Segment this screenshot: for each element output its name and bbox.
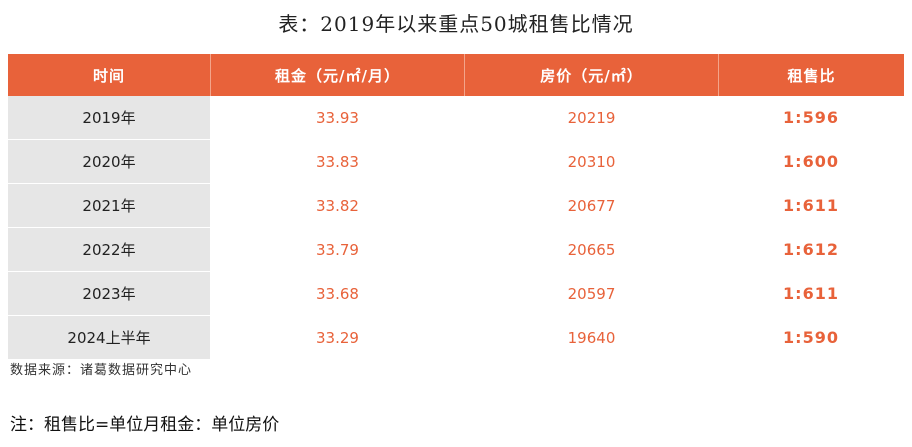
cell-ratio: 1:590 (719, 316, 904, 360)
cell-ratio: 1:600 (719, 140, 904, 184)
cell-year: 2023年 (8, 272, 211, 316)
cell-year: 2019年 (8, 96, 211, 140)
cell-year: 2022年 (8, 228, 211, 272)
data-source: 数据来源：诸葛数据研究中心 (10, 363, 193, 378)
header-ratio: 租售比 (719, 54, 904, 96)
cell-price: 20310 (465, 140, 719, 184)
cell-price: 20677 (465, 184, 719, 228)
header-rent: 租金（元/㎡/月） (211, 54, 465, 96)
table-header-row: 时间 租金（元/㎡/月） 房价（元/㎡） 租售比 (8, 54, 904, 96)
header-price: 房价（元/㎡） (465, 54, 719, 96)
table-row: 2019年 33.93 20219 1:596 (8, 96, 904, 140)
cell-rent: 33.68 (211, 272, 465, 316)
cell-year: 2024上半年 (8, 316, 211, 360)
cell-ratio: 1:612 (719, 228, 904, 272)
cell-rent: 33.83 (211, 140, 465, 184)
cell-ratio: 1:596 (719, 96, 904, 140)
cell-rent: 33.29 (211, 316, 465, 360)
table-row: 2021年 33.82 20677 1:611 (8, 184, 904, 228)
rent-price-ratio-table: 时间 租金（元/㎡/月） 房价（元/㎡） 租售比 2019年 33.93 202… (8, 54, 904, 360)
cell-year: 2021年 (8, 184, 211, 228)
cell-rent: 33.93 (211, 96, 465, 140)
cell-price: 20597 (465, 272, 719, 316)
header-time: 时间 (8, 54, 211, 96)
table-row: 2020年 33.83 20310 1:600 (8, 140, 904, 184)
cell-year: 2020年 (8, 140, 211, 184)
table-row: 2023年 33.68 20597 1:611 (8, 272, 904, 316)
cell-ratio: 1:611 (719, 272, 904, 316)
table-title: 表：2019年以来重点50城租售比情况 (278, 12, 634, 36)
cell-price: 19640 (465, 316, 719, 360)
table-row: 2024上半年 33.29 19640 1:590 (8, 316, 904, 360)
cell-price: 20665 (465, 228, 719, 272)
cell-rent: 33.82 (211, 184, 465, 228)
table-row: 2022年 33.79 20665 1:612 (8, 228, 904, 272)
cell-rent: 33.79 (211, 228, 465, 272)
cell-ratio: 1:611 (719, 184, 904, 228)
cell-price: 20219 (465, 96, 719, 140)
footnote: 注：租售比=单位月租金：单位房价 (10, 415, 280, 435)
